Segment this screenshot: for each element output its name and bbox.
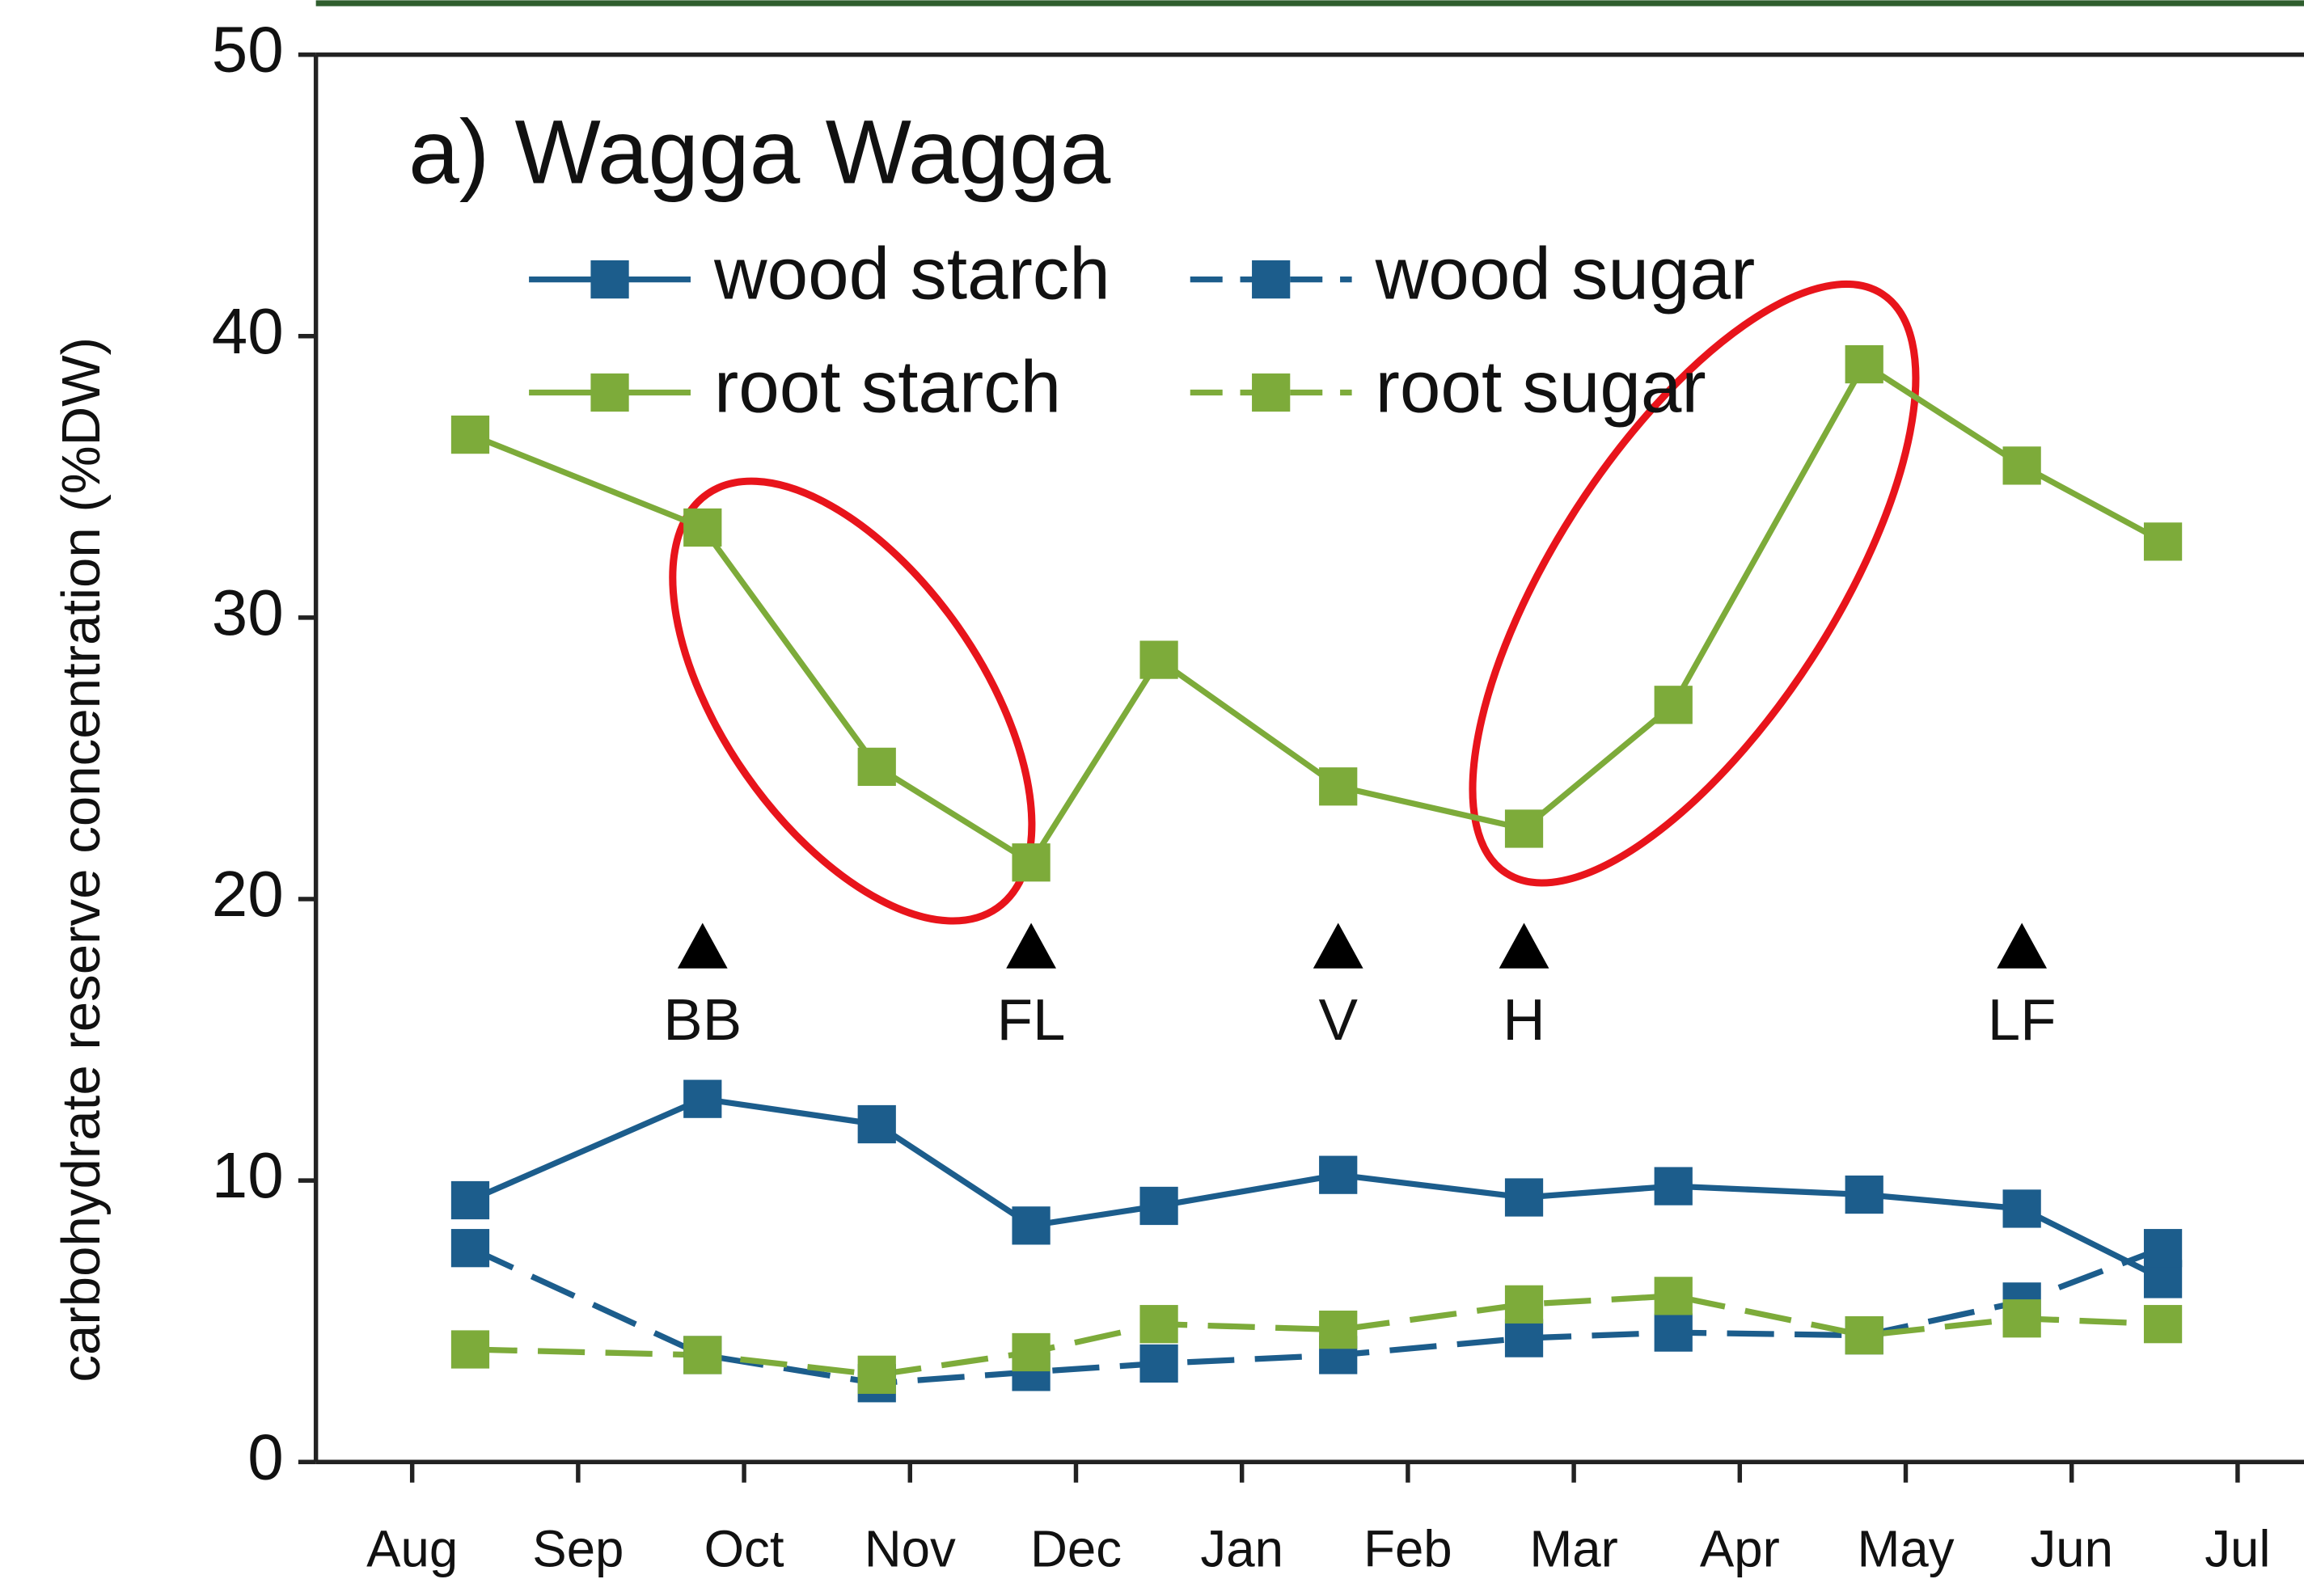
marker: [2143, 1305, 2183, 1344]
event-label: H: [1503, 987, 1545, 1053]
marker: [1654, 686, 1693, 724]
x-tick-label: Apr: [1700, 1521, 1780, 1578]
marker: [683, 1336, 722, 1374]
x-tick-label: Jan: [1200, 1521, 1283, 1578]
legend-marker: [590, 373, 629, 412]
marker: [1139, 1344, 1178, 1383]
marker: [1654, 1167, 1693, 1205]
marker: [857, 1355, 896, 1394]
marker: [1504, 1178, 1544, 1217]
series-line: [470, 1293, 2163, 1379]
x-tick-label: May: [1857, 1521, 1954, 1578]
marker: [683, 508, 722, 547]
event-marker: [1006, 923, 1056, 969]
legend-label: root sugar: [1376, 347, 1706, 429]
y-tick-label: 50: [212, 14, 284, 86]
x-tick-label: Oct: [704, 1521, 784, 1578]
x-tick-label: Mar: [1529, 1521, 1618, 1578]
x-tick-label: Sep: [532, 1521, 624, 1578]
marker: [1845, 1315, 1883, 1355]
marker: [2143, 522, 2183, 561]
top-strip: [315, 0, 2304, 6]
legend-label: root starch: [714, 347, 1061, 429]
marker: [1139, 640, 1178, 679]
marker: [1845, 344, 1883, 384]
marker: [2002, 1299, 2041, 1338]
marker: [1504, 1285, 1544, 1324]
marker: [857, 1104, 896, 1144]
y-tick-label: 40: [212, 295, 284, 367]
legend-label: wood sugar: [1375, 234, 1756, 315]
marker: [1012, 1332, 1051, 1372]
marker: [683, 1079, 722, 1118]
event-label: BB: [663, 987, 742, 1053]
marker: [1012, 843, 1051, 882]
marker: [2002, 446, 2041, 485]
marker: [450, 1229, 490, 1268]
event-label: FL: [997, 987, 1066, 1053]
x-tick-label: Jun: [2030, 1521, 2113, 1578]
x-tick-label: Feb: [1363, 1521, 1452, 1578]
event-marker: [677, 923, 728, 969]
legend-marker: [590, 260, 629, 299]
marker: [1319, 767, 1358, 806]
marker: [1319, 1311, 1358, 1349]
x-tick-label: Dec: [1030, 1521, 1122, 1578]
event-marker: [1499, 923, 1549, 969]
marker: [1845, 1175, 1883, 1214]
marker: [450, 415, 490, 454]
x-tick-label: Aug: [366, 1521, 458, 1578]
event-label: V: [1318, 987, 1358, 1053]
marker: [1139, 1186, 1178, 1226]
chart-title: a) Wagga Wagga: [408, 100, 1111, 202]
y-tick-label: 30: [212, 576, 284, 648]
y-tick-label: 0: [247, 1421, 283, 1493]
y-tick-label: 10: [212, 1139, 284, 1211]
marker: [1139, 1305, 1178, 1344]
marker: [1654, 1313, 1693, 1352]
marker: [450, 1180, 490, 1220]
highlight-ellipse: [1469, 280, 1920, 887]
legend-marker: [1252, 260, 1291, 299]
legend-label: wood starch: [713, 234, 1110, 315]
event-marker: [1997, 923, 2048, 969]
marker: [1319, 1155, 1358, 1194]
marker: [1012, 1206, 1051, 1245]
marker: [2002, 1189, 2041, 1228]
marker: [857, 747, 896, 787]
y-tick-label: 20: [212, 858, 284, 930]
marker: [2143, 1229, 2183, 1268]
marker: [1504, 1319, 1544, 1357]
x-tick-label: Nov: [865, 1521, 956, 1578]
legend-marker: [1252, 373, 1291, 412]
highlight-ellipse: [669, 477, 1036, 925]
marker: [450, 1330, 490, 1369]
marker: [1504, 809, 1544, 848]
marker: [1654, 1277, 1693, 1315]
event-marker: [1313, 923, 1363, 969]
event-label: LF: [1988, 987, 2057, 1053]
y-axis-label: carbohydrate reserve concentration (%DW): [51, 337, 112, 1383]
x-tick-label: Jul: [2205, 1521, 2270, 1578]
